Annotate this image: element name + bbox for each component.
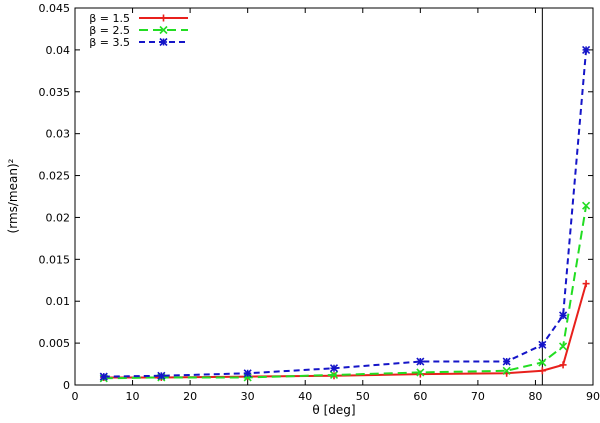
data-point xyxy=(582,280,590,288)
x-tick-label: 20 xyxy=(183,390,197,403)
y-tick-label: 0.04 xyxy=(46,44,71,57)
data-point xyxy=(160,14,167,22)
y-tick-label: 0.025 xyxy=(39,170,71,183)
data-point xyxy=(582,201,591,210)
y-tick-label: 0.035 xyxy=(39,86,71,99)
data-point xyxy=(559,342,568,351)
x-tick-label: 10 xyxy=(126,390,140,403)
y-tick-label: 0 xyxy=(63,379,70,392)
data-point xyxy=(416,357,425,366)
x-tick-label: 50 xyxy=(356,390,370,403)
data-point xyxy=(582,45,591,54)
series-line xyxy=(103,283,588,379)
series-1 xyxy=(100,280,590,381)
data-point xyxy=(159,25,168,35)
legend-label: β = 2.5 xyxy=(89,24,130,37)
y-axis-label: (rms/mean)² xyxy=(6,158,20,233)
data-point xyxy=(538,358,547,367)
legend-label: β = 1.5 xyxy=(89,12,130,25)
legend-label: β = 3.5 xyxy=(89,36,130,49)
data-point xyxy=(99,372,108,381)
data-point xyxy=(559,361,567,369)
y-tick-label: 0.01 xyxy=(46,295,71,308)
series-3 xyxy=(99,45,591,381)
plot-frame xyxy=(74,7,594,386)
data-point xyxy=(329,370,339,380)
data-point xyxy=(559,311,568,320)
data-point xyxy=(416,368,425,377)
data-point xyxy=(329,364,339,373)
ticks: 0 10 20 30 40 50 60 70 80 90 0 0.005 0.01 0.015 0.02 0.… xyxy=(39,2,600,403)
data-point xyxy=(157,371,166,380)
series-2 xyxy=(99,201,591,383)
series-line xyxy=(103,49,588,378)
data-point xyxy=(538,340,547,349)
x-tick-label: 60 xyxy=(413,390,427,403)
y-tick-label: 0.005 xyxy=(39,337,71,350)
data-point xyxy=(502,366,511,375)
x-tick-label: 90 xyxy=(586,390,600,403)
y-tick-label: 0.045 xyxy=(39,2,71,15)
x-axis-label: θ [deg] xyxy=(312,403,355,417)
series-line xyxy=(103,205,588,380)
y-tick-label: 0.03 xyxy=(46,128,71,141)
x-tick-label: 40 xyxy=(298,390,312,403)
x-tick-label: 30 xyxy=(241,390,255,403)
y-tick-label: 0.015 xyxy=(39,253,71,266)
series-layer xyxy=(99,45,591,383)
x-tick-label: 0 xyxy=(72,390,79,403)
x-tick-label: 70 xyxy=(471,390,485,403)
data-point xyxy=(502,357,511,366)
legend: β = 1.5β = 2.5β = 3.5 xyxy=(89,12,188,49)
data-point xyxy=(538,367,546,375)
data-point xyxy=(243,369,252,378)
y-tick-label: 0.02 xyxy=(46,211,71,224)
x-tick-label: 80 xyxy=(528,390,542,403)
data-point xyxy=(159,37,168,47)
